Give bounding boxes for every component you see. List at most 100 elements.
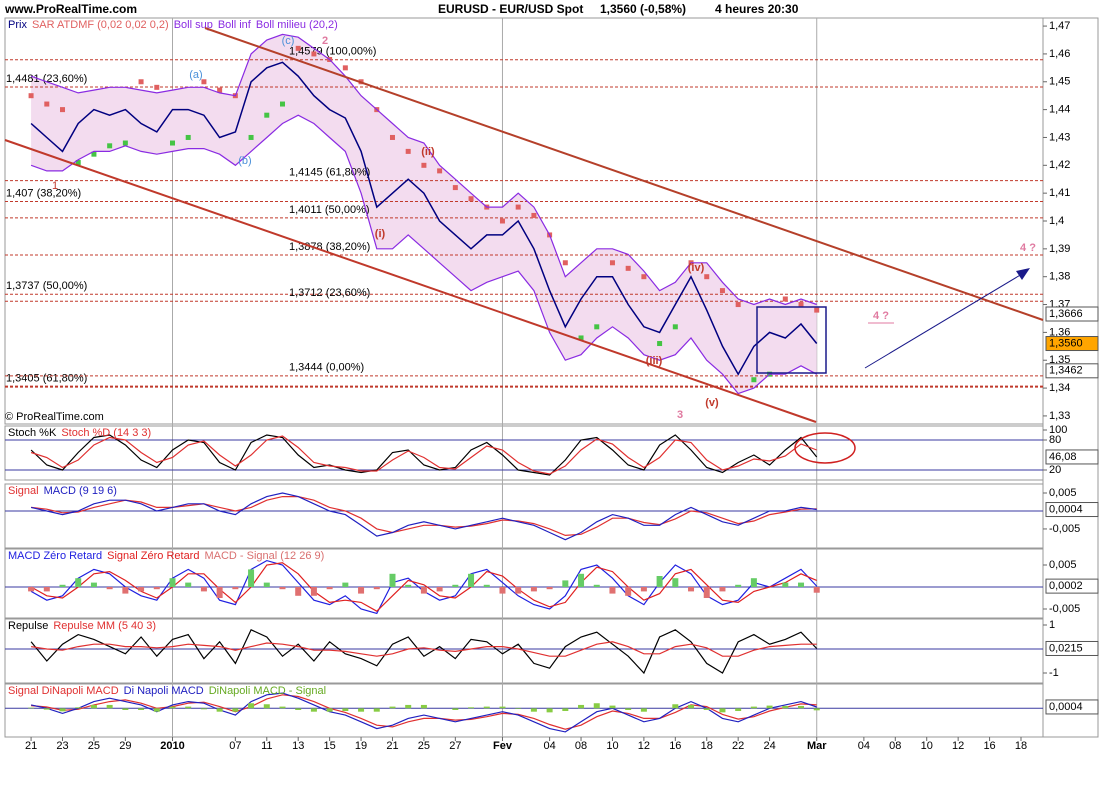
sar-dot [405,148,411,154]
histogram-bar [373,586,380,590]
histogram-bar [499,586,506,594]
histogram-bar [279,706,286,709]
histogram-bar [310,586,317,596]
sar-dot [578,335,584,341]
wave-label: (b) [238,155,251,167]
histogram-bar [546,708,553,713]
histogram-bar [782,582,789,587]
histogram-bar [750,578,757,587]
panel-frame [4,548,1044,619]
x-tick-label: Mar [807,740,827,752]
x-tick-label: 2010 [160,740,184,752]
legend-entry: Boll sup [174,19,213,31]
fib-label: 1,407 (38,20%) [6,187,81,199]
histogram-bar [640,586,647,592]
sar-dot [311,51,317,57]
sar-dot [154,84,160,90]
fib-label: 1,3712 (23,60%) [289,287,370,299]
y-tick-label: 0,005 [1049,559,1077,571]
sar-dot [217,87,223,93]
histogram-bar [782,705,789,709]
fib-label: 1,4481 (23,60%) [6,73,87,85]
x-tick-label: 22 [732,740,744,752]
x-tick-label: 12 [638,740,650,752]
y-tick-label: 80 [1049,434,1061,446]
value-tag [1045,306,1099,322]
wave-label: (i) [375,228,386,240]
wave-label: 4 ? [1020,242,1036,254]
histogram-bar [59,584,66,587]
series-line [30,562,817,612]
sar-dot [814,307,820,313]
histogram-bar [578,573,585,587]
histogram-bar [672,704,679,709]
wave-label: 1 [52,180,58,192]
y-tick-label: 1,38 [1049,271,1070,283]
histogram-bar [389,706,396,709]
histogram-bar [719,586,726,592]
panel-frame [4,425,1044,481]
histogram-bar [798,705,805,709]
series-line [30,33,817,306]
sar-dot [91,151,97,157]
value-tag-label: 0,0004 [1049,701,1083,713]
range-box [756,306,827,374]
histogram-bar [405,704,412,709]
histogram-bar [530,708,537,712]
legend-entry: MACD Zéro Retard [8,550,102,562]
y-tick-label: 1,35 [1049,354,1070,366]
fib-label: 1,3405 (61,80%) [6,373,87,385]
y-tick-label: 20 [1049,464,1061,476]
value-tag-label: 1,3560 [1049,337,1083,349]
histogram-bar [295,586,302,596]
histogram-bar [373,708,380,712]
legend-entry: Repulse MM (5 40 3) [53,620,156,632]
histogram-bar [452,584,459,587]
histogram-bar [106,704,113,709]
y-tick-label: 1,39 [1049,243,1070,255]
histogram-bar [515,586,522,594]
series-line [31,694,817,730]
histogram-bar [169,706,176,709]
y-tick-label: 100 [1049,424,1067,436]
x-tick-label: 13 [292,740,304,752]
histogram-bar [342,708,349,712]
channel-upper [204,27,1044,321]
histogram-bar [703,708,710,710]
y-tick-label: 1,46 [1049,48,1070,60]
sar-dot [138,79,144,85]
wave-label: 3 [677,409,683,421]
histogram-bar [593,703,600,709]
histogram-bar [326,586,333,590]
histogram-bar [326,708,333,712]
sar-dot [531,212,537,218]
histogram-bar [248,703,255,709]
legend-entry: Prix [8,19,27,31]
histogram-bar [90,582,97,587]
histogram-bar [656,576,663,587]
sar-dot [452,185,458,191]
x-tick-label: 10 [921,740,933,752]
sar-dot [107,143,113,149]
sar-dot [751,377,757,383]
sar-dot [719,288,725,294]
sar-dot [468,196,474,202]
x-tick-label: 12 [952,740,964,752]
value-tag [1045,502,1099,518]
wave-label: (ii) [421,146,435,158]
sar-dot [594,324,600,330]
x-tick-label: 08 [575,740,587,752]
histogram-bar [405,584,412,587]
y-tick-label: -0,005 [1049,603,1080,615]
wave-label: 4 ? [873,310,889,322]
histogram-bar [562,708,569,712]
series-line [31,496,817,537]
sar-dot [515,204,521,210]
y-tick-label: 1,41 [1049,187,1070,199]
x-tick-label: 18 [1015,740,1027,752]
y-tick-label: -1 [1049,667,1059,679]
wave-label: (c) [282,35,295,47]
legend-entry: SAR ATDMF (0,02 0,02 0,2) [32,19,169,31]
